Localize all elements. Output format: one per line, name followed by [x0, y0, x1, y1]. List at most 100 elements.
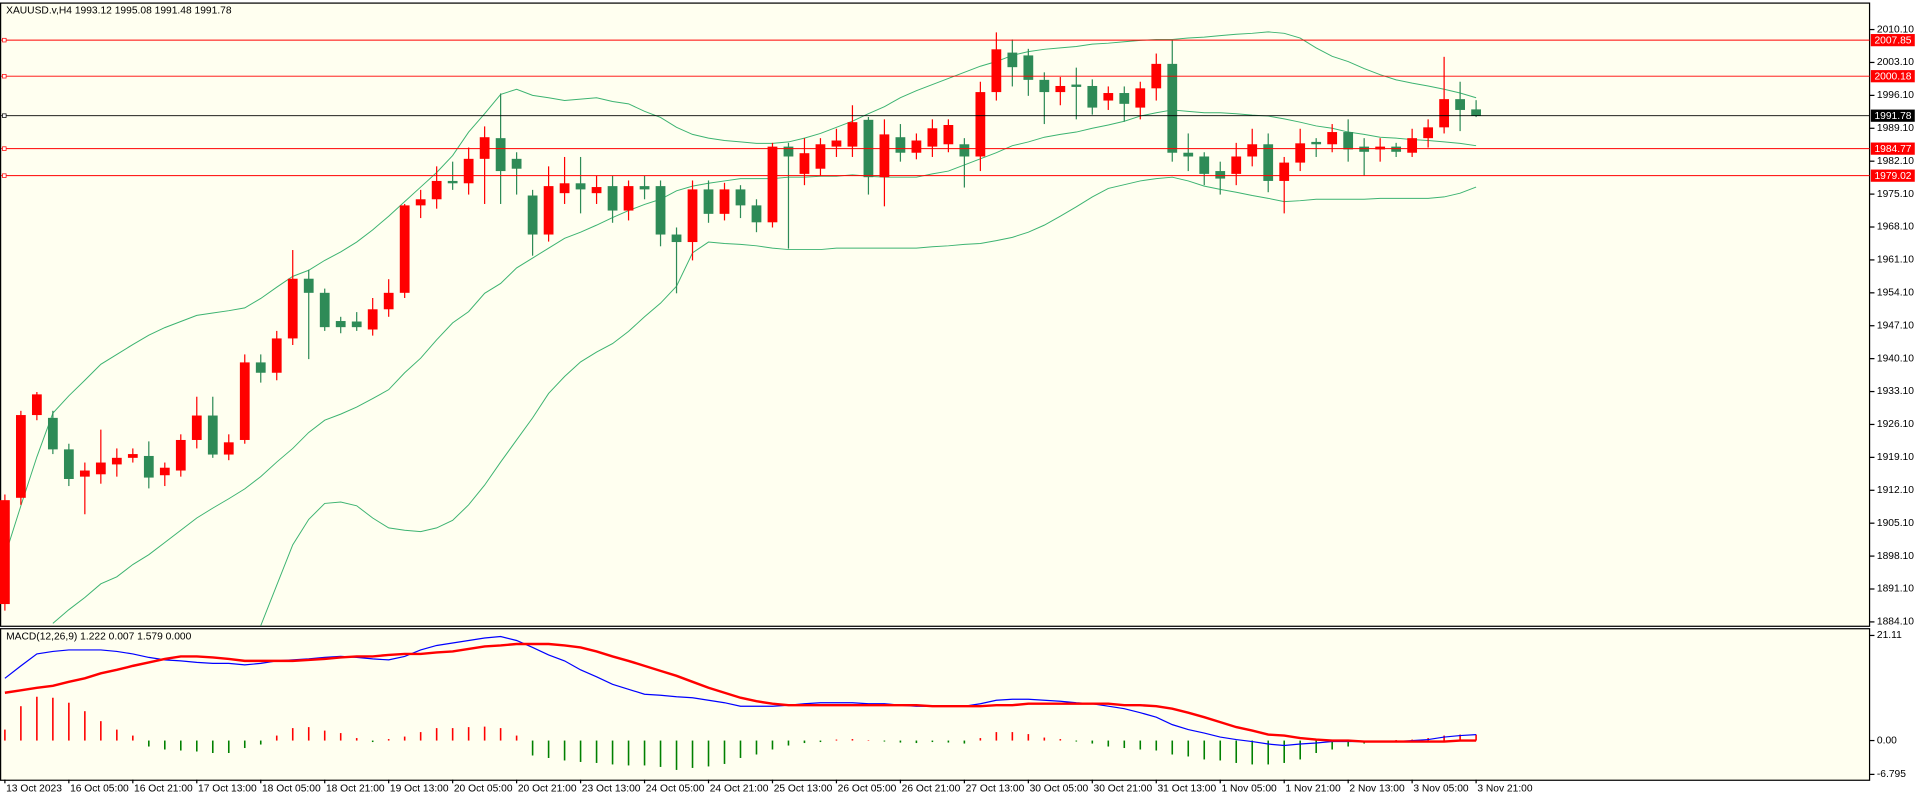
price-level-box: [1870, 70, 1915, 83]
candle-body: [303, 278, 314, 293]
candle-body: [1311, 141, 1322, 145]
candle-body: [447, 180, 458, 184]
candle-body: [879, 134, 890, 178]
x-tick-label: 13 Oct 2023: [6, 784, 62, 795]
y-tick-label: 1954.10: [1877, 288, 1914, 299]
candle-body: [1279, 162, 1290, 181]
candle-body: [751, 205, 762, 223]
y-tick-label: 1968.10: [1877, 222, 1914, 233]
x-tick-label: 26 Oct 05:00: [838, 784, 897, 795]
x-tick-label: 2 Nov 13:00: [1349, 784, 1405, 795]
y-tick-label: 1898.10: [1877, 551, 1914, 562]
price-level-marker: [2, 37, 7, 43]
candle-body: [47, 417, 58, 450]
x-tick-label: 26 Oct 21:00: [902, 784, 961, 795]
candle-body: [1231, 156, 1242, 174]
candle-body: [1359, 146, 1370, 152]
candle-body: [607, 186, 618, 211]
candle-body: [287, 278, 298, 339]
candle-body: [191, 415, 202, 440]
x-tick-label: 16 Oct 05:00: [70, 784, 129, 795]
candle-body: [223, 442, 234, 455]
candle-body: [511, 158, 522, 169]
candle-body: [479, 137, 490, 159]
price-level-box: [1870, 169, 1915, 182]
chart-title: XAUUSD.v,H4 1993.12 1995.08 1991.48 1991…: [6, 6, 232, 17]
candle-body: [1183, 152, 1194, 157]
macd-panel: [0, 628, 1871, 781]
price-level-marker: [2, 73, 7, 79]
candle-body: [111, 457, 122, 465]
candle-body: [95, 462, 106, 475]
candle-body: [367, 309, 378, 330]
x-tick-label: 24 Oct 05:00: [646, 784, 705, 795]
candle-body: [159, 467, 170, 476]
candle-body: [239, 362, 250, 440]
price-level-marker: [2, 173, 7, 178]
y-tick-label: 1905.10: [1877, 518, 1914, 529]
candle-body: [783, 146, 794, 157]
x-tick-label: 3 Nov 21:00: [1477, 784, 1533, 795]
candle-body: [1039, 79, 1050, 93]
x-tick-label: 1 Nov 05:00: [1221, 784, 1277, 795]
price-level-box: [1870, 34, 1915, 47]
candle-body: [63, 449, 74, 479]
candle-body: [399, 205, 410, 293]
candle-body: [767, 146, 778, 223]
candle-body: [943, 124, 954, 145]
y-tick-label: 1919.10: [1877, 452, 1914, 463]
candle-body: [207, 415, 218, 455]
candle-body: [687, 189, 698, 243]
candle-body: [815, 144, 826, 169]
candle-body: [1215, 171, 1226, 179]
price-level-label: 2000.18: [1874, 72, 1911, 83]
candle-body: [15, 415, 26, 498]
x-tick-label: 31 Oct 13:00: [1157, 784, 1216, 795]
bollinger-band: [4, 31, 1477, 557]
candle-body: [271, 338, 282, 373]
price-level-box: [1870, 109, 1915, 122]
macd-line: [4, 642, 1477, 743]
candle-body: [1055, 85, 1066, 93]
candle-body: [383, 292, 394, 310]
x-tick-label: 1 Nov 21:00: [1285, 784, 1341, 795]
x-tick-label: 18 Oct 05:00: [262, 784, 321, 795]
x-tick-label: 24 Oct 21:00: [710, 784, 769, 795]
candle-body: [927, 128, 938, 147]
x-tick-label: 20 Oct 05:00: [454, 784, 513, 795]
x-tick-label: 27 Oct 13:00: [966, 784, 1025, 795]
y-tick-label: -6.795: [1877, 769, 1906, 780]
y-tick-label: 1940.10: [1877, 353, 1914, 364]
y-tick-label: 1926.10: [1877, 419, 1914, 430]
price-level-marker: [2, 113, 7, 118]
price-level-label: 1991.78: [1874, 111, 1911, 122]
candle-body: [1135, 88, 1146, 108]
candle-body: [415, 199, 426, 206]
candle-body: [895, 137, 906, 153]
y-tick-label: 1975.10: [1877, 189, 1914, 200]
candle-body: [543, 186, 554, 235]
candle-body: [1343, 132, 1354, 150]
candle-body: [1391, 146, 1402, 152]
x-tick-label: 18 Oct 21:00: [326, 784, 385, 795]
y-tick-label: 1989.10: [1877, 123, 1914, 134]
y-tick-label: 1961.10: [1877, 255, 1914, 266]
candle-body: [319, 292, 330, 328]
y-tick-label: 1947.10: [1877, 320, 1914, 331]
candle-body: [127, 454, 138, 458]
candle-body: [1407, 138, 1418, 153]
candle-body: [1423, 127, 1434, 139]
candle-body: [623, 186, 634, 211]
candle-body: [1023, 55, 1034, 80]
candle-body: [1295, 143, 1306, 163]
x-tick-label: 3 Nov 05:00: [1413, 784, 1469, 795]
y-tick-label: 1912.10: [1877, 485, 1914, 496]
candle-body: [575, 183, 586, 190]
candle-body: [431, 180, 442, 200]
y-tick-label: 1884.10: [1877, 617, 1914, 628]
candle-body: [1103, 93, 1114, 101]
candle-body: [1263, 144, 1274, 181]
candle-body: [1071, 84, 1082, 87]
